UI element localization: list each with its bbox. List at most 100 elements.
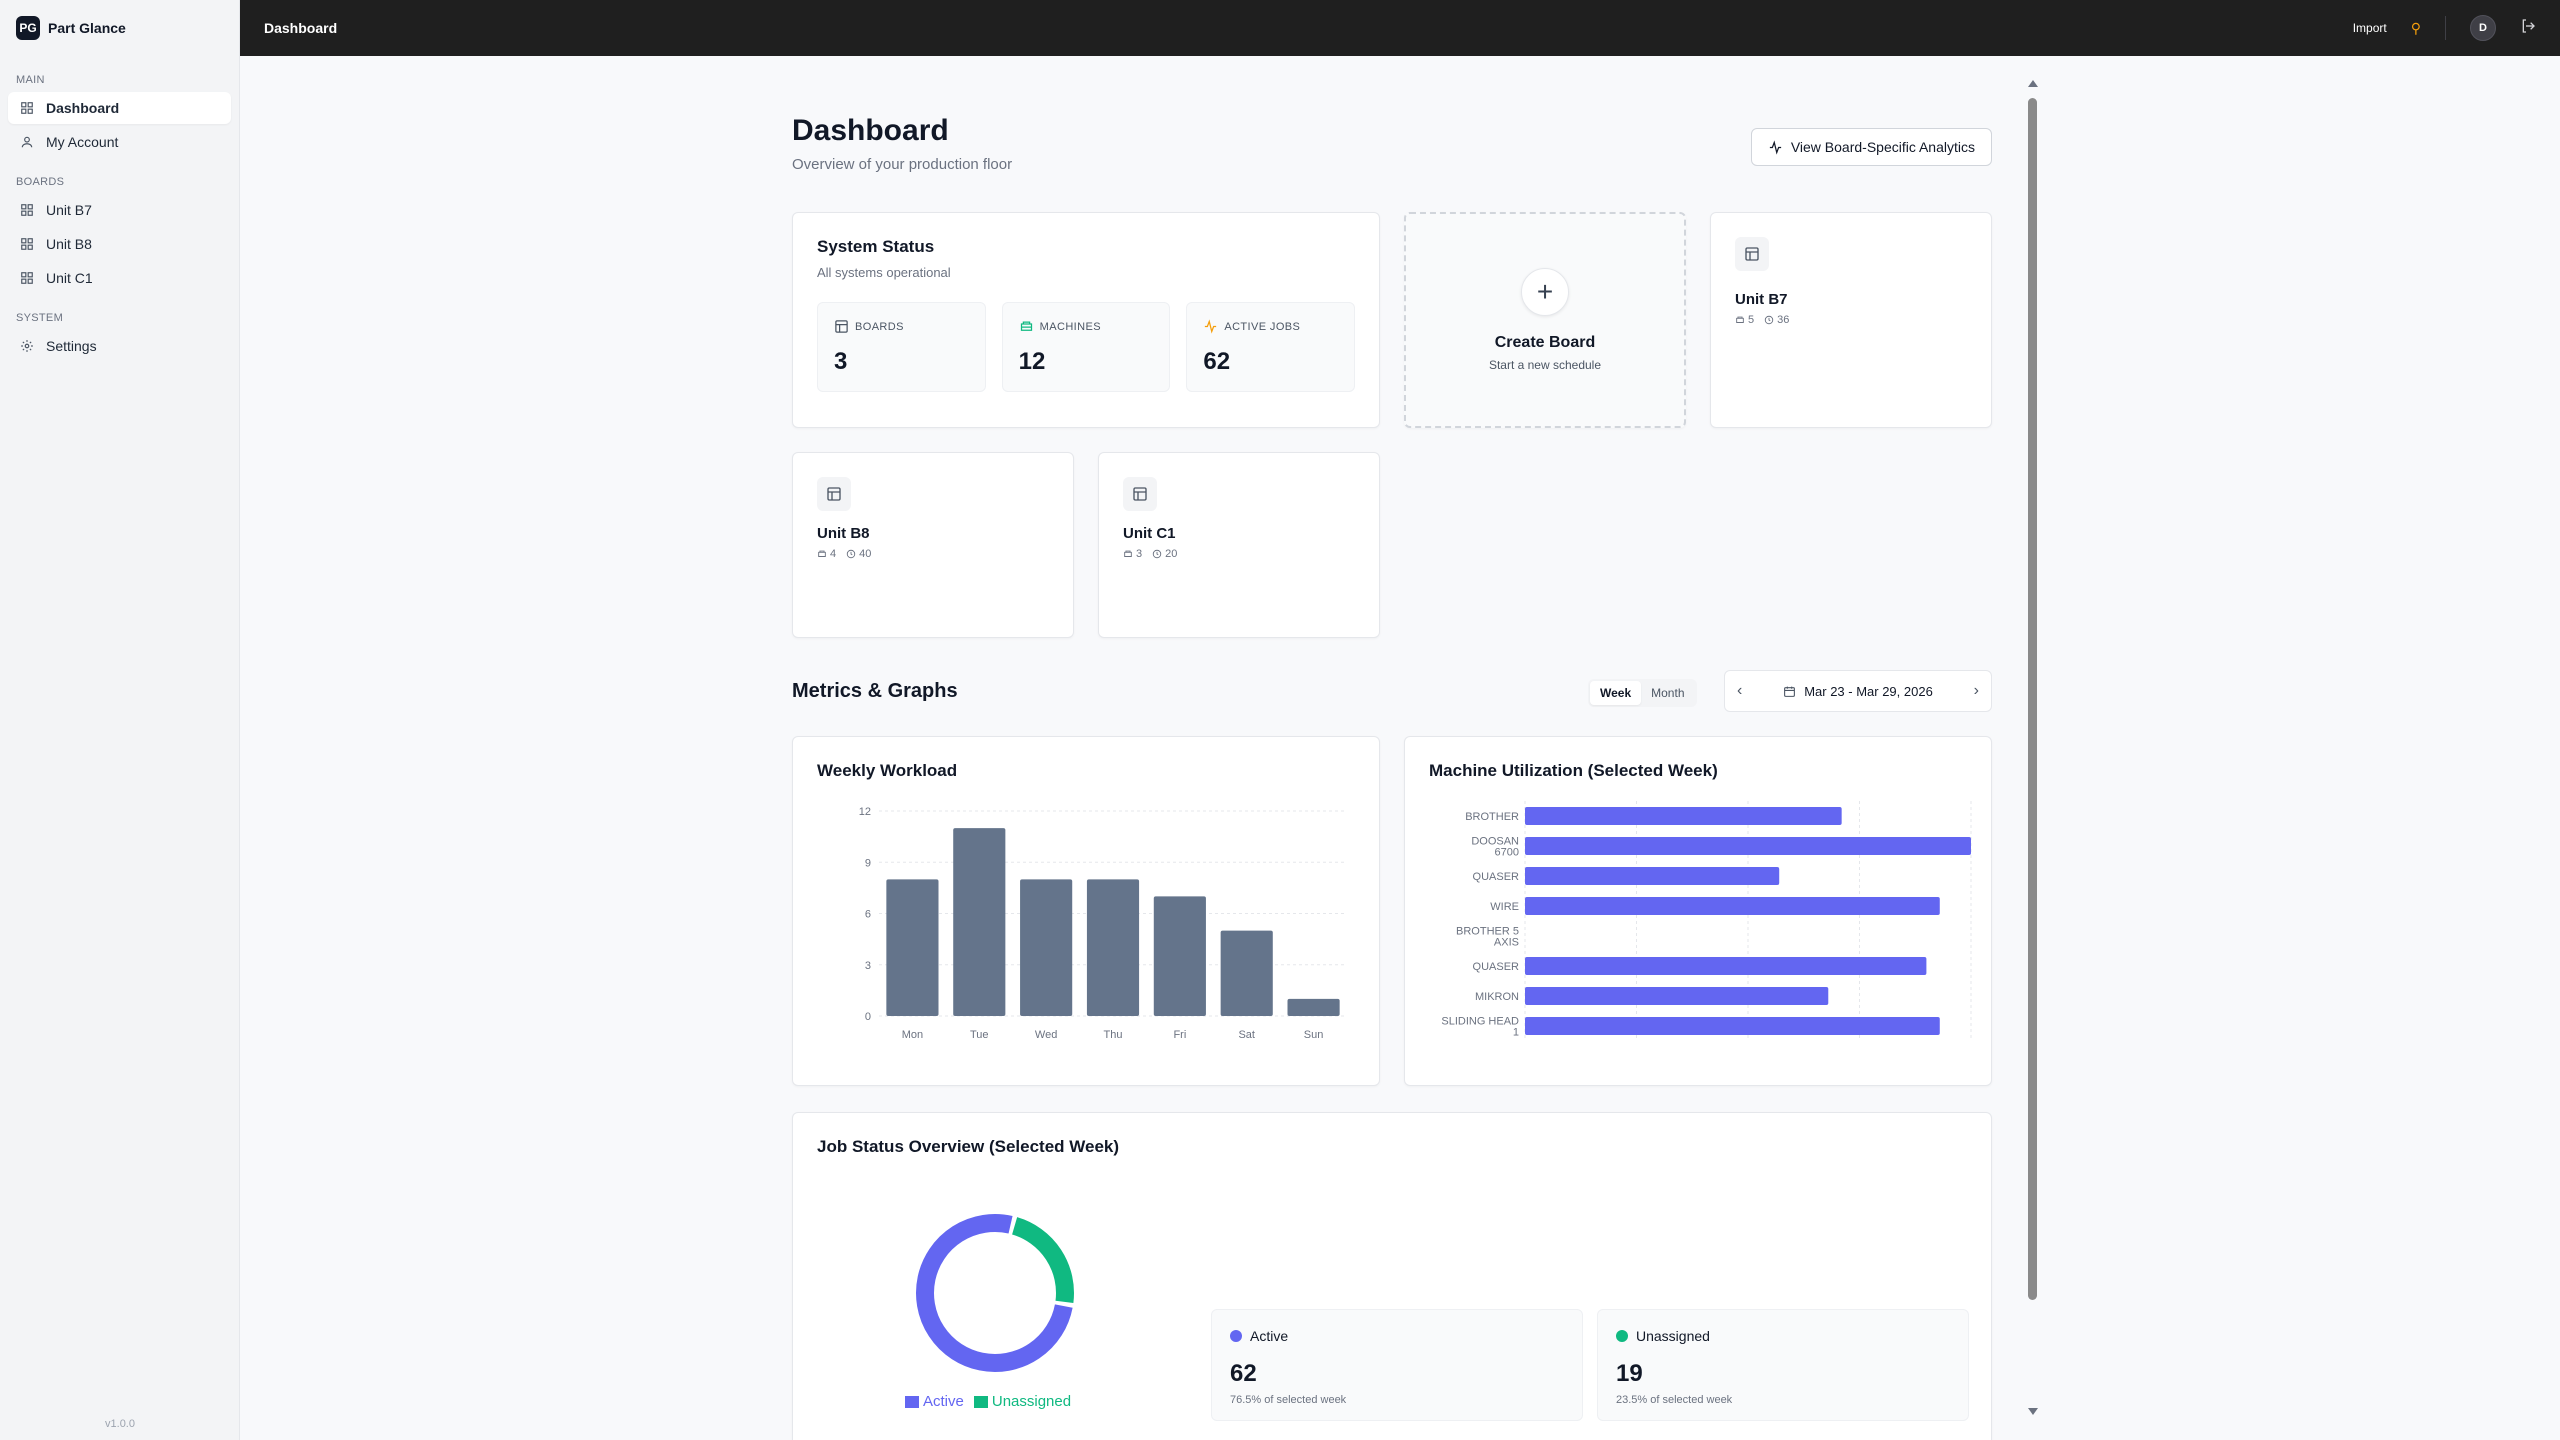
job-count: 40 [846,548,871,560]
board-icon [1123,477,1157,511]
system-status-card: System Status All systems operational BO… [792,212,1380,428]
import-button[interactable]: Import [2352,21,2387,35]
stat-label-text: BOARDS [855,320,904,333]
create-board-title: Create Board [1494,334,1596,351]
calendar-icon [1784,686,1796,697]
logout-icon[interactable] [2520,18,2536,39]
job-count: 20 [1152,548,1177,560]
job-stat-label: Active [1230,1328,1564,1344]
sidebar-item-label: Unit C1 [46,270,93,286]
board-icon [1735,237,1769,271]
card-title: System Status [817,237,935,256]
stat-label: BOARDS [834,319,969,334]
create-board-card[interactable]: + Create Board Start a new schedule [1404,212,1686,428]
sidebar-item-label: Unit B8 [46,236,92,252]
x-tick-label: Thu [1104,1029,1123,1041]
sidebar-item-unit-c1[interactable]: Unit C1 [8,262,231,294]
board-meta: 5 36 [1735,314,1967,326]
date-range-text: Mar 23 - Mar 29, 2026 [1804,683,1933,699]
divider [2445,16,2446,40]
job-stat-value: 19 [1616,1360,1643,1387]
sidebar-item-unit-b7[interactable]: Unit B7 [8,194,231,226]
sidebar-item-label: Unit B7 [46,202,92,218]
bar [886,879,939,1016]
donut-slice [916,1214,1073,1372]
clock-icon [846,549,856,559]
bar [1525,987,1829,1005]
job-stat-unassigned: Unassigned 19 23.5% of selected week [1597,1309,1969,1421]
x-tick-label: Wed [1035,1029,1057,1041]
stat-value: 12 [1018,348,1046,375]
date-range-display[interactable]: Mar 23 - Mar 29, 2026 [1783,684,1933,699]
card-subtitle: All systems operational [817,265,951,280]
toggle-week[interactable]: Week [1590,681,1642,705]
machine-icon [1736,316,1744,323]
bar [1525,837,1971,855]
scroll-up-arrow-icon[interactable] [2028,80,2038,87]
job-stat-active: Active 62 76.5% of selected week [1211,1309,1583,1421]
view-analytics-button[interactable]: View Board-Specific Analytics [1750,128,1992,166]
nav-section-main: MAIN [16,74,45,86]
key-icon[interactable]: ⚲ [2410,19,2421,36]
machine-icon [1124,550,1132,557]
stat-label-text: MACHINES [1039,320,1101,333]
y-tick-label: 1 [1513,1027,1519,1039]
y-tick-label: QUASER [1473,871,1520,883]
sidebar-item-unit-b8[interactable]: Unit B8 [8,228,231,260]
machine-utilization-card: Machine Utilization (Selected Week) BROT… [1404,736,1992,1086]
app-version: v1.0.0 [105,1418,135,1430]
page-title: Dashboard [792,114,949,147]
job-status-card: Job Status Overview (Selected Week) Acti… [792,1112,1992,1440]
chevron-left-icon[interactable]: ‹ [1737,682,1743,699]
button-label: View Board-Specific Analytics [1790,139,1975,155]
y-tick-label: 12 [859,806,871,818]
grid-icon [21,102,33,114]
y-tick-label: 6 [865,909,871,921]
gear-icon [21,340,33,352]
scrollbar[interactable] [2024,80,2040,1415]
activity-icon [1769,139,1781,155]
sidebar-item-settings[interactable]: Settings [8,330,231,362]
x-tick-label: Sat [1238,1029,1255,1041]
stat-value: 62 [1203,348,1231,375]
x-tick-label: Sun [1304,1029,1324,1041]
board-card-unit-b8[interactable]: Unit B8 4 40 [792,452,1074,638]
board-card-unit-b7[interactable]: Unit B7 5 36 [1710,212,1992,428]
sidebar: PG Part Glance MAIN Dashboard My Account… [0,0,240,1440]
topbar-actions: Import ⚲ D [2353,15,2536,41]
board-meta: 3 20 [1123,548,1355,560]
stat-boards: BOARDS 3 [817,302,986,392]
machine-icon [1020,321,1032,331]
board-card-unit-c1[interactable]: Unit C1 3 20 [1098,452,1380,638]
board-icon [817,477,851,511]
job-stat-percent: 76.5% of selected week [1230,1394,1347,1406]
machine-count: 3 [1123,548,1142,560]
scroll-down-arrow-icon[interactable] [2028,1408,2038,1415]
stat-active-jobs: ACTIVE JOBS 62 [1186,302,1356,392]
y-tick-label: MIKRON [1475,991,1519,1003]
legend-item-active: Active [905,1393,964,1410]
x-tick-label: Fri [1173,1029,1186,1041]
brand[interactable]: PG Part Glance [0,0,239,56]
bar [953,828,1006,1016]
sidebar-item-dashboard[interactable]: Dashboard [8,92,231,124]
sidebar-item-my-account[interactable]: My Account [8,126,231,158]
bar [1525,957,1927,975]
sidebar-item-label: Dashboard [46,100,120,116]
bar [1020,879,1073,1016]
activity-icon [1205,319,1217,334]
bar [1525,897,1940,915]
bar [1086,879,1140,1016]
toggle-month[interactable]: Month [1651,686,1685,700]
sidebar-item-label: Settings [46,338,97,354]
job-stat-percent: 23.5% of selected week [1616,1394,1733,1406]
scroll-thumb[interactable] [2028,98,2037,1300]
chart-title: Job Status Overview (Selected Week) [817,1137,1120,1156]
machine-count: 4 [817,548,836,560]
avatar[interactable]: D [2470,15,2496,41]
chevron-right-icon[interactable]: › [1973,682,1979,699]
y-tick-label: 6700 [1495,847,1519,859]
stats-row: BOARDS 3 MACHINES 12 ACTIVE JOBS 62 [817,302,1356,392]
board-icon [835,320,848,333]
